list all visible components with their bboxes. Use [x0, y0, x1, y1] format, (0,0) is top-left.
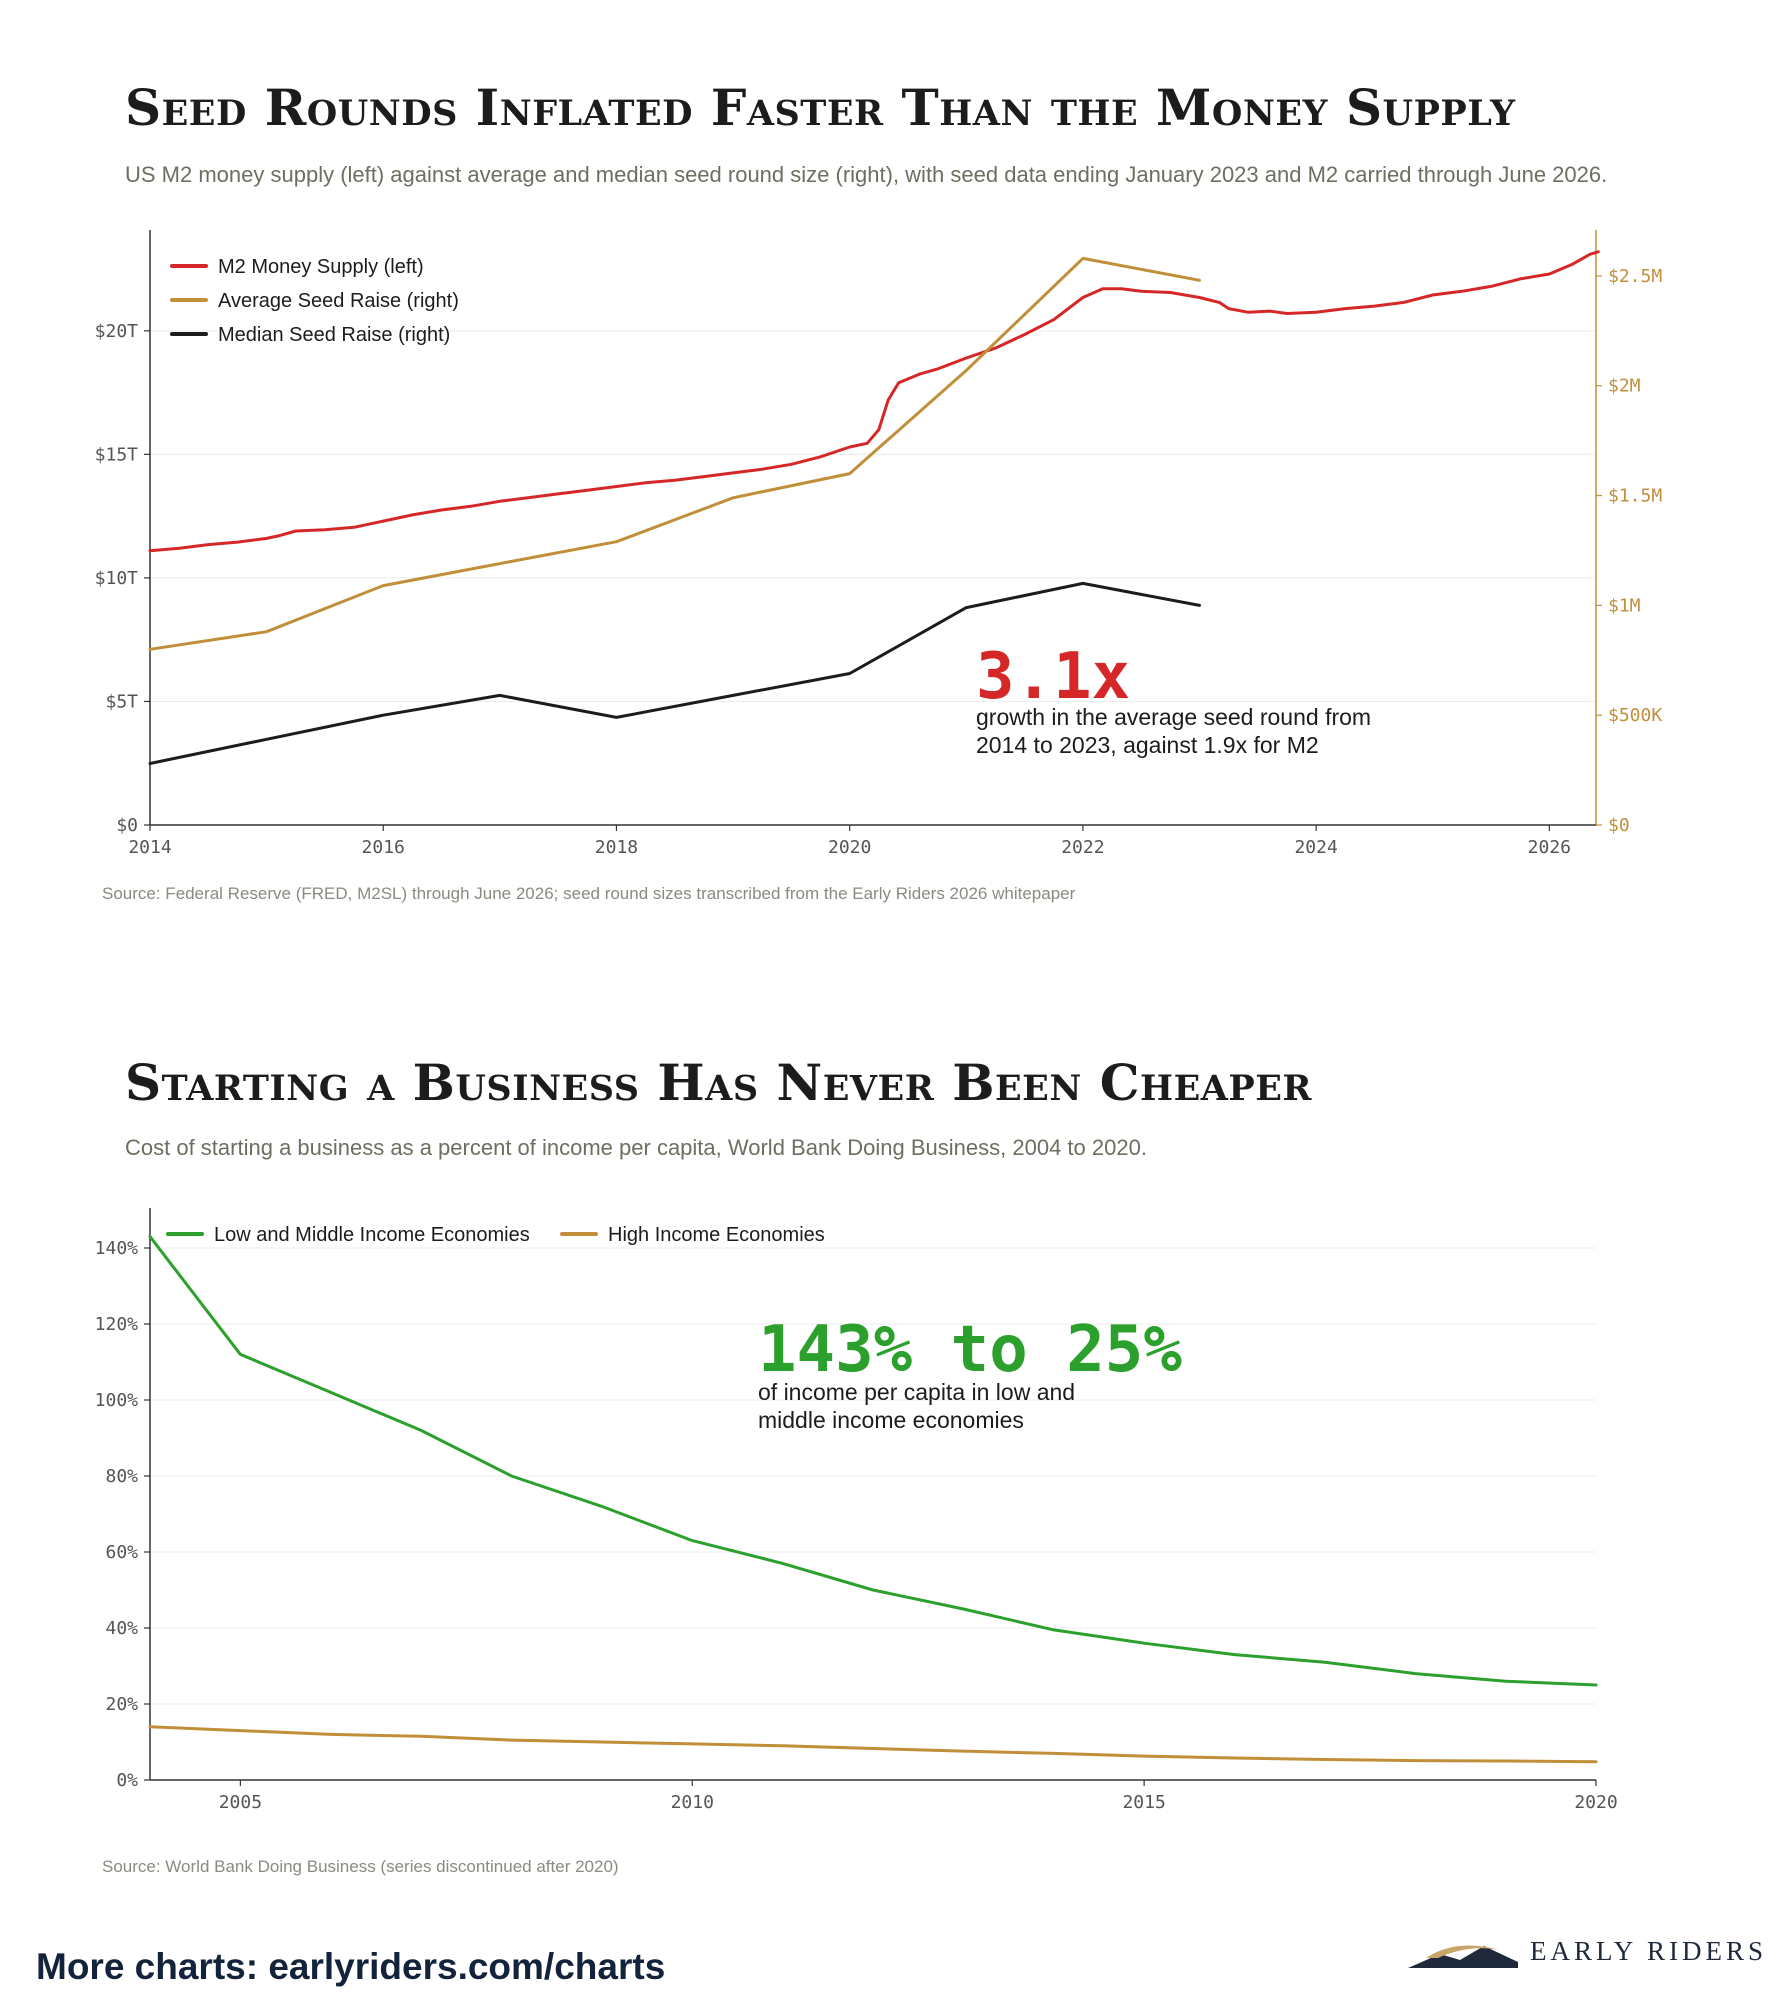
c1-right-tick-label: $2M	[1608, 376, 1641, 397]
chart1-annotation-value: 3.1x	[976, 640, 1130, 714]
c1-right-tick-label: $0	[1608, 815, 1630, 836]
chart2-plot: 0% 20% 40% 60% 80% 100% 120% 140% 2005 2010 2015 20…	[95, 1208, 1618, 1813]
chart2-annotation-value: 143% to 25%	[758, 1313, 1182, 1387]
chart1-series	[148, 250, 1600, 765]
c1-x-tick-label: 2022	[1061, 837, 1104, 858]
c1-right-tick-label: $500K	[1608, 705, 1662, 726]
chart1-gridlines	[150, 330, 1596, 702]
c1-x-tick-label: 2016	[362, 837, 405, 858]
c2-legend-label-1: High Income Economies	[608, 1224, 825, 1246]
chart2-series	[148, 1235, 1598, 1764]
c2-legend-label-0: Low and Middle Income Economies	[214, 1224, 530, 1246]
c1-left-tick-label: $20T	[95, 321, 139, 342]
chart2-axes	[144, 1208, 1597, 1786]
chart2-annotation-line1: of income per capita in low and	[758, 1379, 1075, 1405]
chart1-plot: $0 $5T $10T $15T $20T $0 $500K $1M $1.5M $2M $2.5M…	[95, 230, 1663, 858]
early-riders-logo: EARLY RIDERS	[1408, 1928, 1768, 1978]
c2-left-tick-label: 120%	[95, 1314, 139, 1335]
chart2-annotation-line2: middle income economies	[758, 1407, 1024, 1433]
chart1-annotation: 3.1x growth in the average seed round fr…	[976, 640, 1371, 758]
c1-series-line-0	[148, 250, 1600, 553]
chart2-source: Source: World Bank Doing Business (serie…	[102, 1857, 619, 1876]
chart1-axes	[144, 230, 1602, 831]
c1-legend-label-2: Median Seed Raise (right)	[218, 324, 450, 346]
c1-legend-label-0: M2 Money Supply (left)	[218, 256, 424, 278]
c2-left-tick-label: 80%	[105, 1466, 138, 1487]
c2-left-tick-label: 140%	[95, 1238, 139, 1259]
c2-left-tick-label: 40%	[105, 1618, 138, 1639]
chart1-annotation-line2: 2014 to 2023, against 1.9x for M2	[976, 732, 1319, 758]
c1-left-tick-label: $10T	[95, 568, 139, 589]
c1-legend-label-1: Average Seed Raise (right)	[218, 290, 459, 312]
c1-x-tick-label: 2018	[595, 837, 638, 858]
c1-x-tick-label: 2014	[128, 837, 171, 858]
chart1-tick-labels: $0 $5T $10T $15T $20T $0 $500K $1M $1.5M $2M $2.5M…	[95, 266, 1663, 858]
chart2-subtitle: Cost of starting a business as a percent…	[125, 1135, 1147, 1160]
c1-series-line-2	[148, 581, 1201, 765]
c2-left-tick-label: 0%	[116, 1770, 138, 1791]
c2-left-tick-label: 100%	[95, 1390, 139, 1411]
c2-x-tick-label: 2015	[1122, 1792, 1165, 1813]
chart1-source: Source: Federal Reserve (FRED, M2SL) thr…	[102, 884, 1076, 903]
c2-series-line-1	[148, 1725, 1598, 1764]
c2-series-line-0	[148, 1235, 1598, 1687]
chart1-subtitle: US M2 money supply (left) against averag…	[125, 162, 1608, 187]
chart1-annotation-line1: growth in the average seed round from	[976, 704, 1371, 730]
c1-left-tick-label: $15T	[95, 444, 139, 465]
c1-series-line-1	[148, 256, 1201, 651]
chart2-legend: Low and Middle Income Economies High Inco…	[166, 1224, 825, 1246]
brand-wordmark: EARLY RIDERS	[1530, 1936, 1768, 1966]
c2-left-tick-label: 60%	[105, 1542, 138, 1563]
c1-x-tick-label: 2026	[1528, 837, 1571, 858]
mountain-logo-icon	[1408, 1945, 1518, 1968]
chart1-legend: M2 Money Supply (left) Average Seed Raise…	[170, 256, 459, 346]
chart2-gridlines	[150, 1247, 1596, 1705]
c1-left-tick-label: $0	[116, 815, 138, 836]
chart2-title: Starting a Business Has Never Been Cheap…	[125, 1053, 1313, 1112]
chart1-title: Seed Rounds Inflated Faster Than the Mon…	[125, 78, 1516, 137]
c2-left-tick-label: 20%	[105, 1694, 138, 1715]
c2-x-tick-label: 2010	[671, 1792, 714, 1813]
chart2-annotation: 143% to 25% of income per capita in low …	[758, 1313, 1182, 1433]
c1-x-tick-label: 2024	[1294, 837, 1337, 858]
c1-right-tick-label: $2.5M	[1608, 266, 1662, 287]
c2-x-tick-label: 2020	[1574, 1792, 1617, 1813]
c2-x-tick-label: 2005	[219, 1792, 262, 1813]
c1-right-tick-label: $1M	[1608, 595, 1641, 616]
c1-right-tick-label: $1.5M	[1608, 486, 1662, 507]
chart2-tick-labels: 0% 20% 40% 60% 80% 100% 120% 140% 2005 2010 2015 20…	[95, 1238, 1618, 1813]
c1-left-tick-label: $5T	[105, 691, 138, 712]
c1-x-tick-label: 2020	[828, 837, 871, 858]
more-charts-link[interactable]: More charts: earlyriders.com/charts	[36, 1946, 666, 1987]
